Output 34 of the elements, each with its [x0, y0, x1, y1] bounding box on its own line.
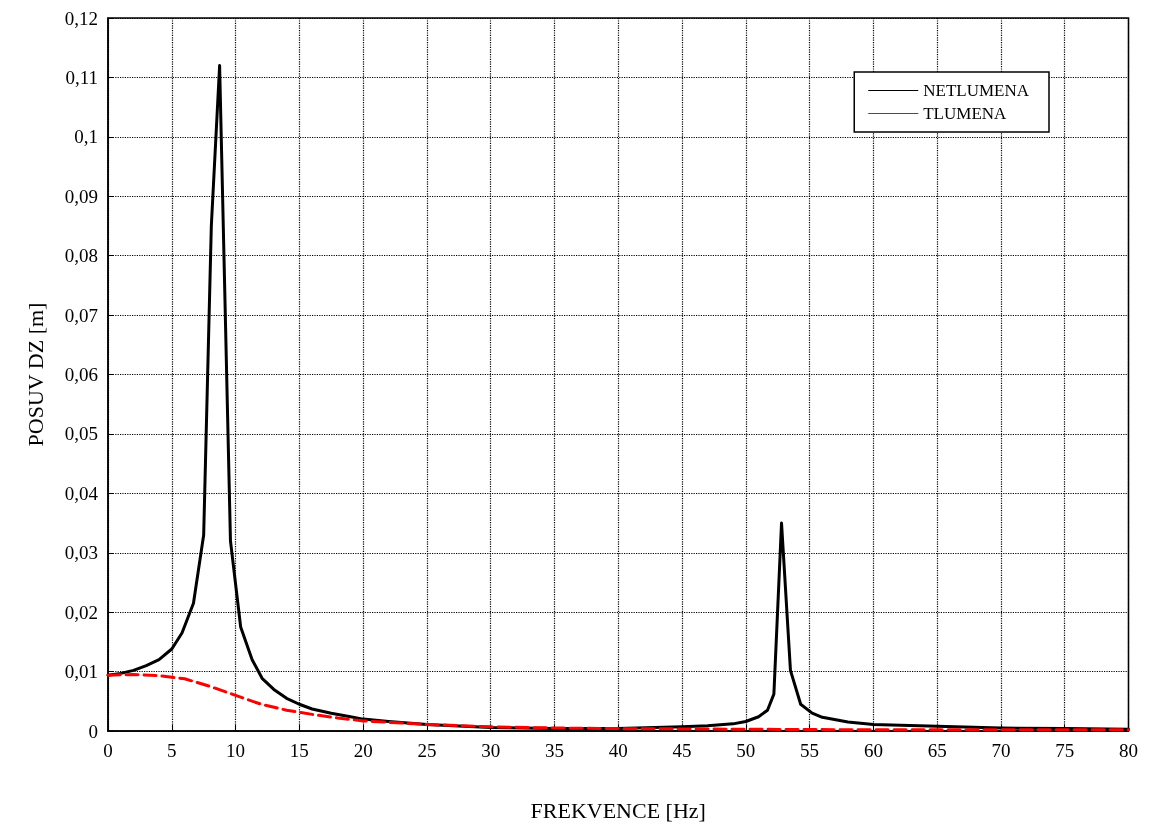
x-tick-label: 70 — [991, 740, 1011, 761]
y-tick-label: 0,09 — [64, 185, 98, 207]
y-tick-label: 0,1 — [74, 126, 98, 148]
legend-label: TLUMENA — [923, 104, 1008, 123]
x-tick-label: 75 — [1055, 740, 1075, 761]
x-tick-label: 30 — [481, 740, 501, 761]
x-tick-label: 80 — [1119, 740, 1138, 761]
x-tick-label: 40 — [608, 740, 628, 761]
x-axis-title: FREKVENCE [Hz] — [530, 797, 706, 823]
x-tick-label: 0 — [103, 740, 113, 761]
x-tick-label: 5 — [167, 740, 177, 761]
y-tick-label: 0,05 — [64, 423, 98, 445]
y-tick-label: 0,07 — [64, 304, 98, 326]
y-tick-label: 0,04 — [64, 482, 99, 504]
y-axis-title: POSUV DZ [m] — [22, 302, 48, 447]
y-tick-label: 0,03 — [64, 542, 98, 564]
x-tick-label: 55 — [800, 740, 820, 761]
x-tick-label: 50 — [736, 740, 756, 761]
y-tick-label: 0,06 — [64, 364, 98, 385]
y-tick-label: 0,11 — [65, 66, 98, 88]
x-tick-label: 20 — [353, 740, 373, 761]
y-tick-label: 0 — [88, 720, 98, 742]
x-tick-label: 10 — [226, 740, 246, 761]
x-tick-label: 25 — [417, 740, 437, 761]
y-tick-label: 0,08 — [64, 245, 98, 267]
x-tick-label: 45 — [672, 740, 692, 761]
x-tick-label: 65 — [927, 740, 947, 761]
x-tick-label: 15 — [289, 740, 309, 761]
x-tick-label: 60 — [863, 740, 883, 761]
x-tick-label: 35 — [544, 740, 564, 761]
y-tick-label: 0,02 — [64, 601, 98, 623]
y-tick-label: 0,12 — [64, 7, 98, 29]
y-tick-label: 0,01 — [64, 661, 98, 683]
legend-label: NETLUMENA — [923, 81, 1030, 100]
